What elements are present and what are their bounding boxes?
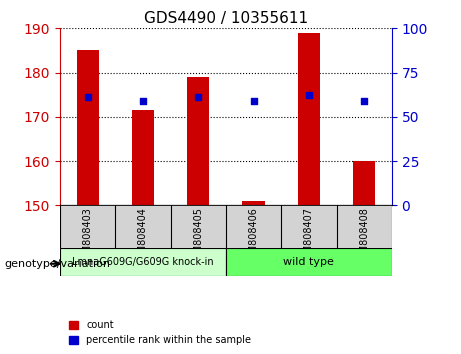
- Bar: [132, 110, 154, 205]
- Text: GSM808407: GSM808407: [304, 207, 314, 267]
- Bar: [337, 205, 392, 248]
- Text: GSM808406: GSM808406: [248, 207, 259, 266]
- Text: wild type: wild type: [284, 257, 334, 267]
- Text: GSM808405: GSM808405: [193, 207, 203, 267]
- Point: [139, 98, 147, 104]
- Text: LmnaG609G/G609G knock-in: LmnaG609G/G609G knock-in: [72, 257, 214, 267]
- Bar: [187, 77, 209, 205]
- Bar: [226, 248, 392, 276]
- Bar: [60, 205, 115, 248]
- Point: [250, 98, 257, 104]
- Point: [305, 92, 313, 97]
- Bar: [242, 201, 265, 205]
- Bar: [115, 205, 171, 248]
- Text: GSM808408: GSM808408: [359, 207, 369, 266]
- Text: GSM808404: GSM808404: [138, 207, 148, 266]
- Bar: [281, 205, 337, 248]
- Bar: [77, 50, 99, 205]
- Bar: [226, 205, 281, 248]
- Title: GDS4490 / 10355611: GDS4490 / 10355611: [144, 11, 308, 26]
- Text: genotype/variation: genotype/variation: [5, 259, 111, 269]
- Bar: [60, 248, 226, 276]
- Bar: [171, 205, 226, 248]
- Point: [195, 94, 202, 100]
- Bar: [298, 33, 320, 205]
- Point: [84, 94, 91, 100]
- Bar: [353, 161, 375, 205]
- Legend: count, percentile rank within the sample: count, percentile rank within the sample: [65, 316, 255, 349]
- Text: GSM808403: GSM808403: [83, 207, 93, 266]
- Point: [361, 98, 368, 104]
